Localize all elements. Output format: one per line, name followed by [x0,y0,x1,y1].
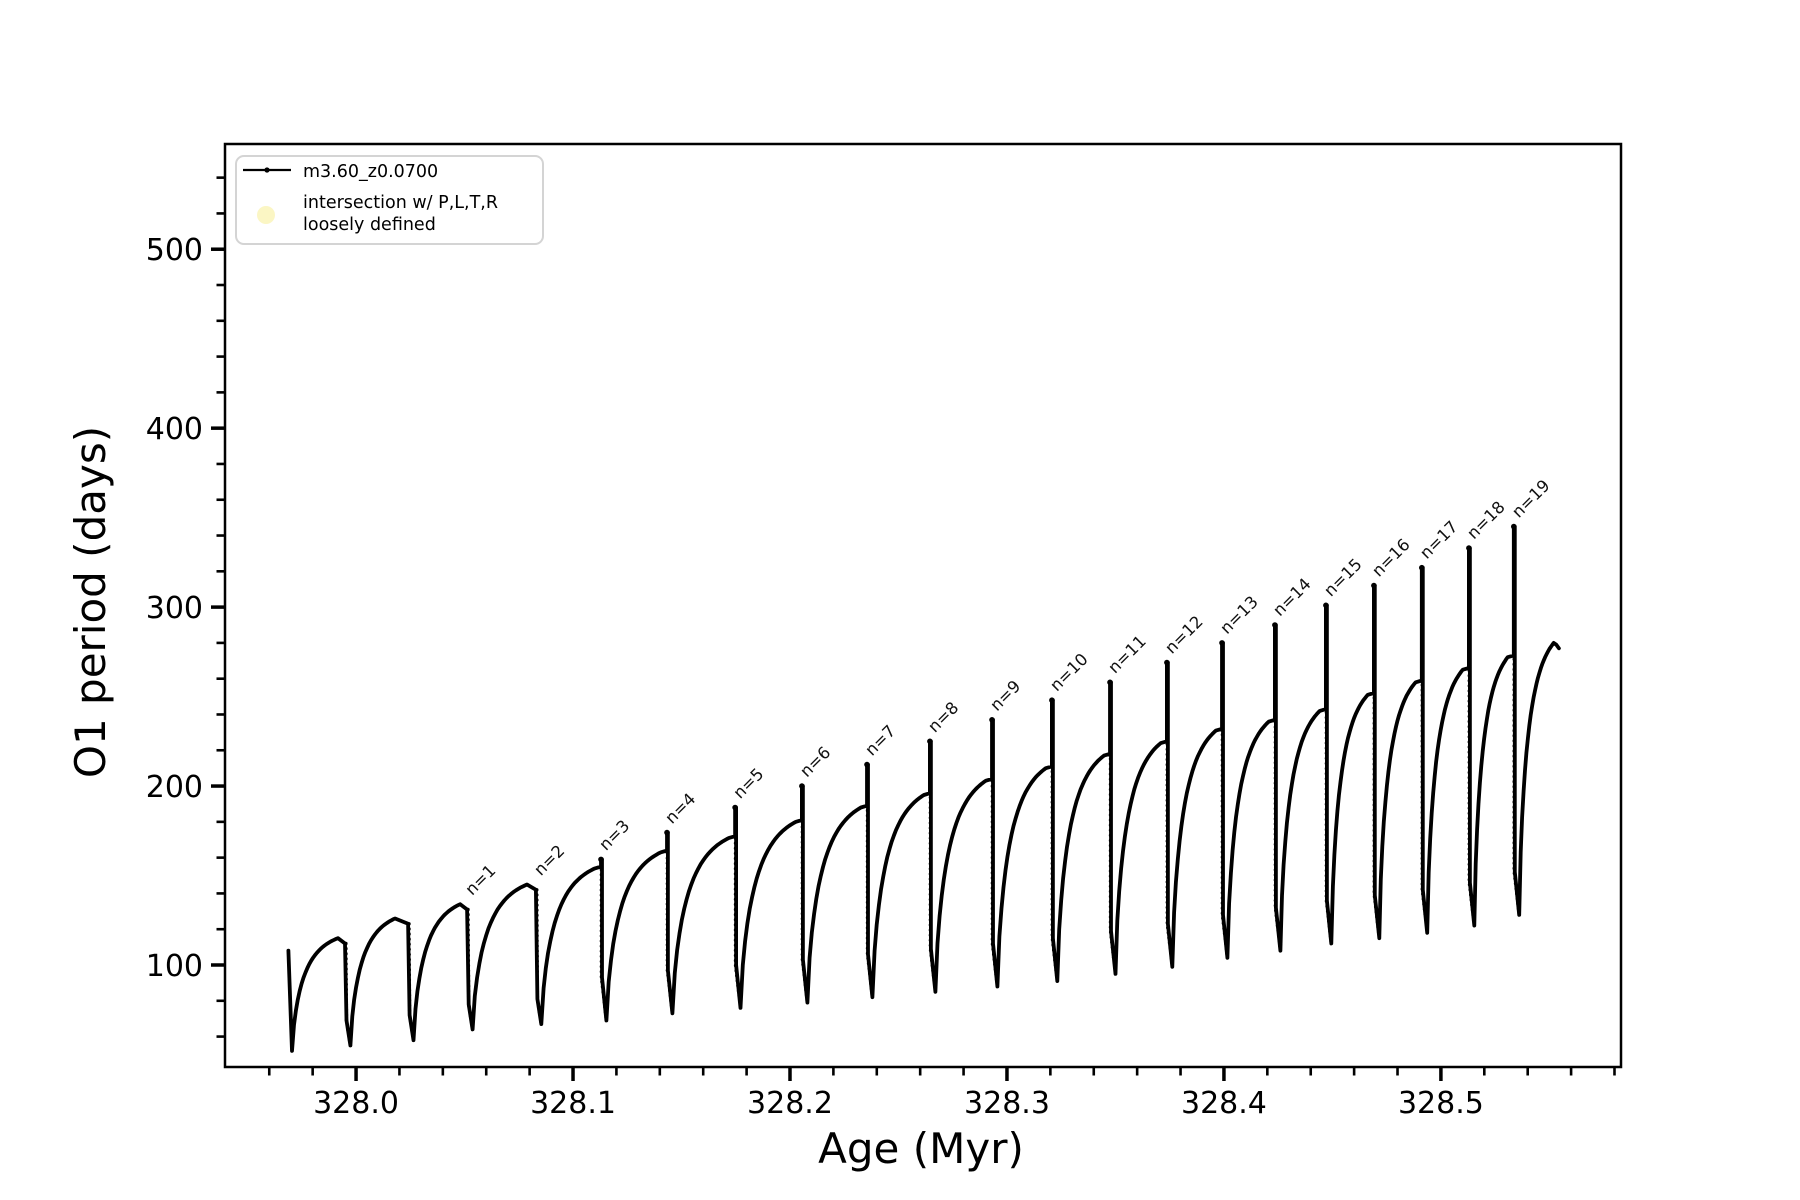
spike-top-marker [799,783,805,789]
series-path [286,524,1561,1053]
series-marker-dots [928,739,938,994]
legend-line-marker-icon [264,167,270,173]
legend-frame [235,155,544,245]
x-tick-label: 328.2 [747,1086,833,1121]
spike-top-marker [1323,602,1329,609]
spike-top-marker [732,804,738,811]
legend-scatter-label-line2: loosely defined [303,215,436,235]
spike-top-marker [1049,697,1055,703]
series-marker-dots [1165,660,1174,969]
y-tick-label: 300 [146,591,203,626]
y-tick-label: 400 [146,412,203,447]
legend: m3.60_z0.0700 intersection w/ P,L,T,R lo… [235,155,544,245]
spike-top-marker [1107,679,1113,686]
spike-top-marker [598,856,604,863]
series-marker-dots [990,718,1000,989]
spike-top-marker [864,761,870,768]
series-marker-dots [733,805,743,1010]
x-axis-label: Age (Myr) [818,1124,1024,1173]
series-marker-dots [344,941,353,1048]
spike-top-marker [664,829,670,836]
y-axis-label: O1 period (days) [66,426,115,778]
legend-scatter-marker-icon [257,206,275,224]
series-marker-dots [1273,623,1283,953]
series-marker-dots [1420,566,1429,935]
legend-scatter-label-line1: intersection w/ P,L,T,R [303,193,498,213]
spike-top-marker [1272,622,1278,628]
plot-border [223,142,1623,1069]
series-marker-dots [535,888,543,1026]
series-marker-dots [1512,524,1521,917]
series-line-group [286,523,1561,1053]
legend-series-label: m3.60_z0.0700 [303,162,438,182]
series-marker-dots [599,857,609,1023]
spike-top-marker [1419,564,1425,571]
spike-top-marker [1164,659,1170,666]
series-marker-dots [1324,603,1333,946]
x-tick-label: 328.4 [1181,1086,1267,1121]
series-marker-dots [407,922,416,1042]
series-marker-dots [466,907,475,1032]
x-tick-label: 328.1 [530,1086,616,1121]
series-marker-dots [1467,546,1476,928]
spike-top-marker [989,717,995,723]
spike-top-marker [1371,582,1377,589]
x-tick-label: 328.3 [964,1086,1050,1121]
spike-top-marker [1511,523,1517,530]
y-tick-label: 500 [146,233,203,268]
x-tick-label: 328.5 [1398,1086,1484,1121]
spike-top-marker [1219,640,1225,646]
spike-top-marker [927,738,933,745]
spike-top-marker [1466,545,1472,551]
series-marker-dots [1050,698,1059,983]
axis-tick-labels: 328.0 328.1 328.2 328.3 328.4 328.5 100 200 300 4… [146,233,1484,1121]
y-tick-label: 100 [146,949,203,984]
series-marker-dots [1372,583,1381,940]
series-marker-dots [865,762,875,999]
series-marker-dots [665,830,675,1015]
series-marker-dots [1108,680,1118,976]
x-tick-label: 328.0 [313,1086,399,1121]
axis-ticks [211,176,1616,1081]
series-marker-dots [800,784,810,1005]
y-tick-label: 200 [146,770,203,805]
series-marker-dots [1220,641,1230,960]
